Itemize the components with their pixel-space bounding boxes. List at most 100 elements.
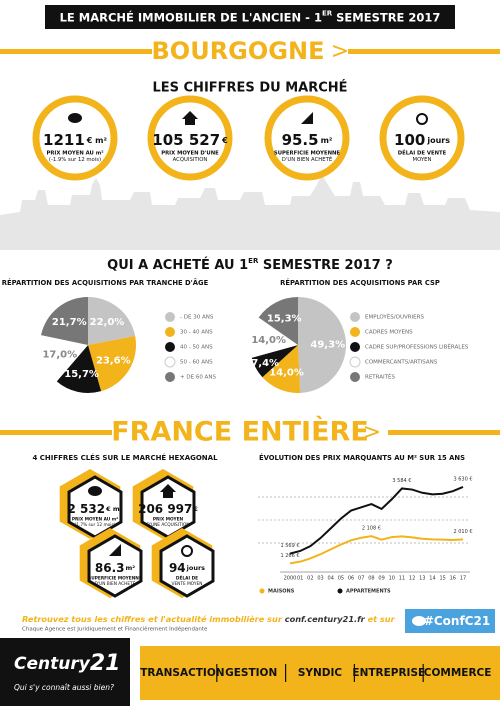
header-title-part: SEMESTRE 2017 [332,10,440,24]
logo: Century21 [14,651,120,676]
legend-dot [165,372,175,382]
legend-label: + DE 60 ANS [180,375,216,381]
stat-label: DÉLAI DE [176,574,198,582]
stat-label: D'UNE ACQUISITION [146,522,189,528]
stat-unit: € m² [105,505,123,513]
legend-label: RETRAITÉS [365,373,395,381]
stat-label: D'UN BIEN ACHETÉ [282,155,333,163]
legend-label: EMPLOYÉS/OUVRIERS [365,313,424,321]
buyers-title-sup: ER [248,257,259,265]
legend-label: CADRES MOYENS [365,330,413,336]
stat-value: 86.3m² [95,561,135,575]
legend-dot [350,372,360,382]
x-tick-label: 10 [389,576,395,582]
cta-link[interactable]: conf.century21.fr [285,614,366,624]
x-tick-label: 16 [450,576,456,582]
buyers-title-part: SEMESTRE 2017 ? [258,258,392,273]
legend-dot [349,356,361,368]
cta-text: et sur [365,614,396,624]
france-section-title: 4 CHIFFRES CLÉS SUR LE MARCHÉ HEXAGONAL [32,453,218,462]
france-arrow: > [363,420,381,445]
pie-slice [56,345,102,394]
x-tick-label: 12 [409,576,415,582]
legend-dot [165,327,175,337]
logo-name: Century [14,654,91,674]
service: SYNDIC [298,667,343,679]
value-label: 2 108 € [362,526,381,532]
stat-label: PRIX MOYEN AU m² [46,150,104,157]
icon-ruler [301,112,313,124]
stat-number: 2 532 [68,502,106,516]
legend-dot [165,342,175,352]
legend-dot [350,312,360,322]
stat-label: (-1.9% sur 12 mois) [49,157,101,163]
buyers-title: QUI A ACHETÉ AU 1ER SEMESTRE 2017 ? [107,257,393,273]
pie-slice [262,345,301,393]
icon-piggy [68,113,82,123]
footer-cta: Retrouvez tous les chiffres et l'actuali… [22,614,396,624]
stat-label: DÉLAI DE VENTE [398,149,447,157]
stat-label: SUPERFICIE MOYENNE [274,151,341,157]
pie-label: 14,0% [251,335,286,346]
stat-circle [264,95,350,181]
line-series [289,486,464,555]
stat-value: 105 527 € [152,131,228,149]
pie-label: 15,7% [64,369,99,380]
stat-unit: jours [186,564,206,572]
stat-number: 105 527 [152,131,220,149]
stat-value: 2 532€ m² [68,502,123,516]
stat-unit: jours [426,136,450,145]
legend-label: COMMERCANTS/ARTISANS [365,360,438,366]
pie-label: 23,6% [96,356,131,367]
x-tick-label: 15 [439,576,445,582]
pie-slice [250,317,298,358]
stat-number: 206 997 [138,502,192,516]
line-grid [258,496,470,544]
service: GESTION [225,667,277,679]
legend-dot [259,588,265,594]
stat-value: 100 jours [394,131,450,149]
stat-unit: € m² [86,136,108,145]
value-label: 3 584 € [392,478,411,484]
value-label: 2 010 € [453,529,472,535]
pie-slice [88,297,136,345]
line-title: ÉVOLUTION DES PRIX MARQUANTS AU M² SUR 1… [259,453,465,462]
x-tick-label: 05 [338,576,344,582]
x-tick-label: 14 [429,576,435,582]
region-arrow: > [331,39,349,64]
value-label: 1 266 € [280,553,299,559]
region-name: BOURGOGNE [152,37,325,65]
france-box [112,414,388,450]
pie-label: 7,4% [251,358,279,369]
pie-title: RÉPARTITION DES ACQUISITIONS PAR CSP [280,278,440,287]
service: COMMERCE [424,667,492,679]
logo-box [0,638,130,706]
section-title: LES CHIFFRES DU MARCHÉ [152,80,347,96]
pie-label: 49,3% [310,339,345,350]
hex [87,534,143,598]
line-series [289,535,464,565]
pie-label: 14,0% [269,367,304,378]
region-box [152,36,348,68]
header-title-sup: ER [322,10,333,18]
stat-label: VENTE MOYEN [172,581,203,587]
stat-number: 95.5 [282,131,319,149]
legend-label: - DE 30 ANS [180,315,214,321]
cta-text: Retrouvez tous les chiffres et l'actuali… [22,614,285,624]
pie-label: 22,0% [90,317,125,328]
legend-label: MAISONS [268,589,295,595]
stat-label: PRIX MOYEN AU m² [72,517,118,523]
stat-label: PRIX MOYEN D'UNE [161,151,219,157]
legend-dot [350,342,360,352]
twitter-bird [412,616,426,626]
x-tick-label: 02 [307,576,313,582]
header-title: LE MARCHÉ IMMOBILIER DE L'ANCIEN - 1ER S… [60,9,441,24]
x-tick-label: 01 [297,576,303,582]
x-tick-label: 11 [399,576,405,582]
stat-circle [379,95,465,181]
pie-slice [41,297,88,345]
header-bar [45,5,455,29]
icon-watch [181,545,193,557]
stat-value: 206 997€ [138,502,198,516]
stat-label: PRIX MOYEN [153,517,184,523]
